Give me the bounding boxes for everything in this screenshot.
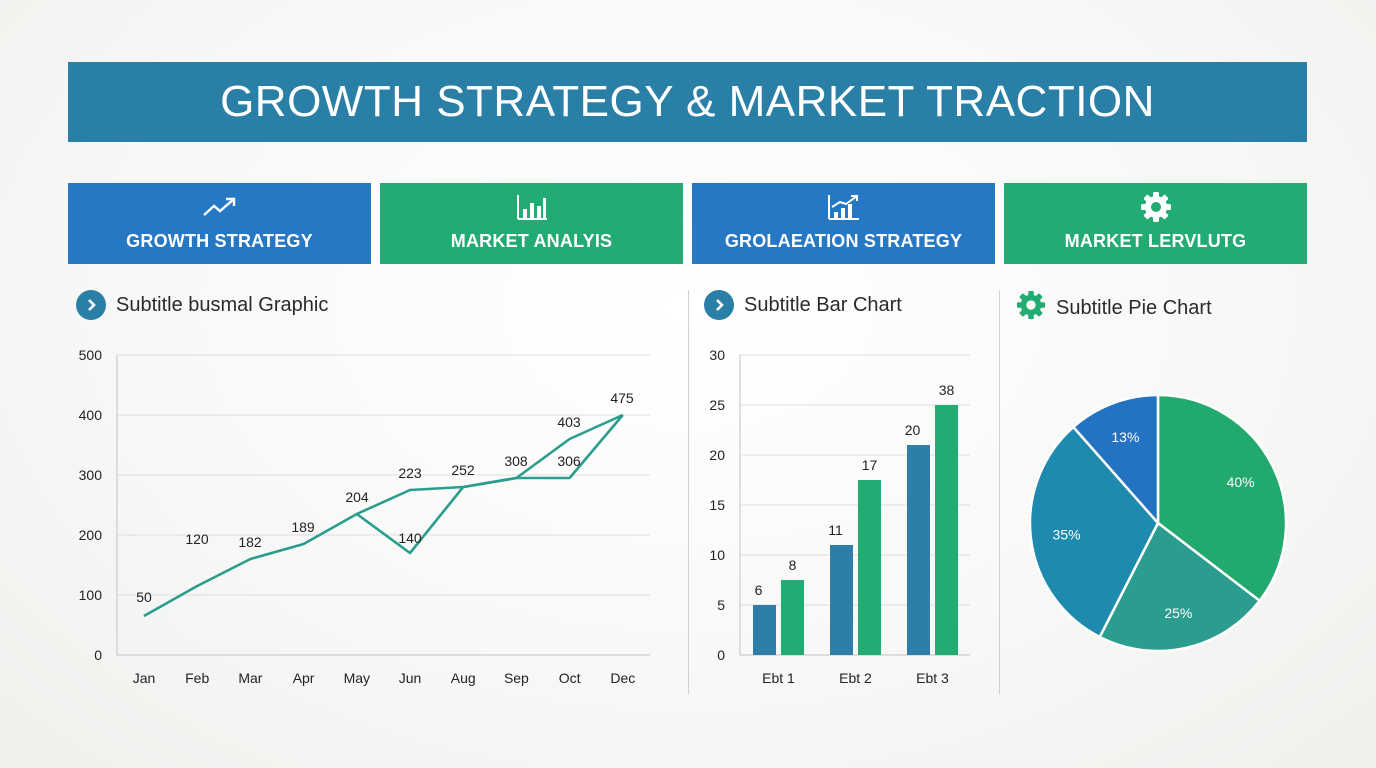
line-chart-subtitle: Subtitle busmal Graphic — [116, 293, 329, 316]
pie-chart-subtitle: Subtitle Pie Chart — [1056, 296, 1212, 319]
tile-market-leveling[interactable]: MARKET LERVLUTG — [1004, 183, 1307, 264]
y-tick-label: 200 — [79, 527, 103, 543]
y-tick-label: 30 — [709, 347, 725, 363]
gear-icon — [1140, 192, 1172, 222]
pie-slice — [1028, 425, 1160, 639]
pie-slice — [1156, 393, 1288, 603]
y-tick-label: 25 — [709, 397, 725, 413]
page-title: GROWTH STRATEGY & MARKET TRACTION — [220, 77, 1155, 126]
data-label: 308 — [504, 453, 528, 469]
data-label: 189 — [291, 519, 315, 535]
tile-label: MARKET ANALYIS — [450, 231, 613, 251]
y-tick-label: 0 — [94, 647, 102, 663]
x-tick-label: Dec — [610, 670, 635, 686]
y-tick-label: 300 — [79, 467, 103, 483]
bar — [858, 480, 881, 655]
x-tick-label: Oct — [559, 670, 581, 686]
tile-label: MARKET LERVLUTG — [1064, 231, 1247, 251]
x-tick-label: Ebt 1 — [762, 670, 795, 686]
data-label: 204 — [345, 489, 369, 505]
bar — [781, 580, 804, 655]
x-tick-label: Jan — [133, 670, 156, 686]
y-tick-label: 100 — [79, 587, 103, 603]
chevron-right-icon — [76, 290, 106, 320]
pie-chart: 40% 25% 35% 13% — [1028, 393, 1288, 653]
x-tick-label: Ebt 3 — [916, 670, 949, 686]
data-label: 403 — [557, 414, 581, 430]
slice-label: 25% — [1164, 605, 1192, 621]
data-label: 475 — [610, 390, 634, 406]
data-label: 306 — [557, 453, 581, 469]
slice-label: 35% — [1053, 526, 1081, 542]
y-tick-label: 10 — [709, 547, 725, 563]
bar-chart-icon — [515, 193, 549, 221]
divider — [999, 290, 1000, 694]
bar-chart: 0 5 10 15 20 25 30 6 8 Ebt 1 11 17 Ebt 2 20 38 Ebt 3 — [709, 347, 970, 686]
bar — [830, 545, 853, 655]
trend-up-icon — [200, 193, 240, 221]
tile-label: GROLAEATION STRATEGY — [724, 231, 963, 251]
x-tick-label: Sep — [504, 670, 529, 686]
growth-chart-icon — [826, 193, 862, 221]
bar — [753, 605, 776, 655]
y-tick-label: 20 — [709, 447, 725, 463]
bar-value-label: 20 — [905, 422, 921, 438]
bar-chart-subtitle: Subtitle Bar Chart — [744, 293, 902, 316]
x-tick-label: Mar — [238, 670, 262, 686]
y-tick-label: 5 — [717, 597, 725, 613]
x-tick-label: Apr — [293, 670, 315, 686]
data-label: 182 — [238, 534, 262, 550]
data-label: 252 — [451, 462, 475, 478]
bar-value-label: 17 — [862, 457, 878, 473]
bar-value-label: 38 — [939, 382, 955, 398]
x-tick-label: Aug — [451, 670, 476, 686]
bar-value-label: 8 — [789, 557, 797, 573]
bar — [907, 445, 930, 655]
data-label: 120 — [185, 531, 209, 547]
series-line — [356, 414, 624, 516]
line-chart-header: Subtitle busmal Graphic — [76, 290, 328, 320]
series-line — [143, 413, 624, 618]
pie-slice — [1071, 393, 1160, 527]
data-label: 223 — [398, 465, 422, 481]
slice-label: 13% — [1111, 429, 1139, 445]
y-tick-label: 400 — [79, 407, 103, 423]
x-tick-label: Jun — [399, 670, 422, 686]
tile-market-analysis[interactable]: MARKET ANALYIS — [380, 183, 683, 264]
data-label: 140 — [398, 530, 422, 546]
pie-slice — [1098, 521, 1262, 653]
divider — [688, 290, 689, 694]
data-label: 50 — [136, 589, 152, 605]
tile-label: GROWTH STRATEGY — [126, 231, 313, 251]
gear-icon — [1016, 290, 1046, 326]
slice-label: 40% — [1227, 474, 1255, 490]
x-tick-label: Feb — [185, 670, 209, 686]
y-tick-label: 0 — [717, 647, 725, 663]
chevron-right-icon — [704, 290, 734, 320]
y-tick-label: 15 — [709, 497, 725, 513]
bar-value-label: 6 — [755, 582, 763, 598]
pie-chart-header: Subtitle Pie Chart — [1016, 290, 1212, 326]
bar-chart-header: Subtitle Bar Chart — [704, 290, 902, 320]
y-tick-label: 500 — [79, 347, 103, 363]
x-tick-label: Ebt 2 — [839, 670, 872, 686]
tile-growth-strategy[interactable]: GROWTH STRATEGY — [68, 183, 371, 264]
line-chart: 0 100 200 300 400 500 Jan Feb Mar Apr May Jun Aug Sep… — [79, 347, 650, 686]
x-tick-label: May — [344, 670, 370, 686]
bar — [935, 405, 958, 655]
bar-value-label: 11 — [828, 522, 843, 538]
title-banner: GROWTH STRATEGY & MARKET TRACTION — [68, 62, 1307, 142]
tile-graduation-strategy[interactable]: GROLAEATION STRATEGY — [692, 183, 995, 264]
